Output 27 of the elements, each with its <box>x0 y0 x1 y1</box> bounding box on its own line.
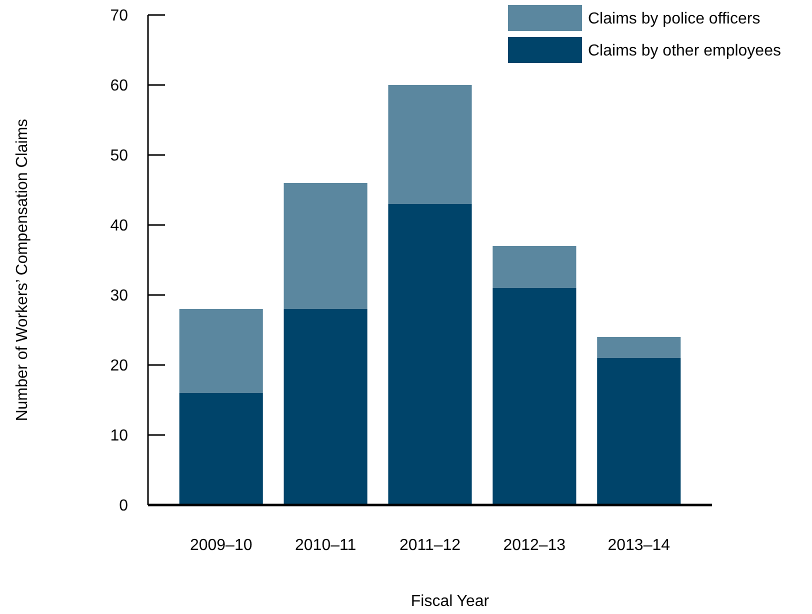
x-tick-label: 2009–10 <box>190 537 252 554</box>
x-tick-label: 2011–12 <box>399 537 461 554</box>
bar <box>179 309 263 393</box>
bar <box>597 358 681 505</box>
x-tick-label: 2012–13 <box>503 537 566 554</box>
y-tick-label: 10 <box>110 428 128 445</box>
bar <box>284 309 368 505</box>
y-tick-label: 60 <box>110 78 128 95</box>
y-tick-label: 30 <box>110 288 128 305</box>
legend-label: Claims by police officers <box>588 10 760 28</box>
y-tick-label: 20 <box>110 358 128 375</box>
y-tick-label: 40 <box>110 218 128 235</box>
y-tick-label: 70 <box>110 8 128 25</box>
x-tick-label: 2010–11 <box>295 537 356 554</box>
bar <box>388 204 472 505</box>
legend-label: Claims by other employees <box>588 42 781 60</box>
x-axis-title: Fiscal Year <box>410 593 490 610</box>
y-tick-label: 0 <box>119 498 128 515</box>
bar <box>492 288 576 505</box>
y-tick-label: 50 <box>110 148 128 165</box>
y-axis-title: Number of Workers’ Compensation Claims <box>14 118 31 422</box>
bar <box>284 183 368 309</box>
bar <box>597 337 681 358</box>
bar <box>179 393 263 505</box>
x-tick-label: 2013–14 <box>608 537 670 554</box>
bar <box>388 85 472 204</box>
bar <box>492 246 576 288</box>
